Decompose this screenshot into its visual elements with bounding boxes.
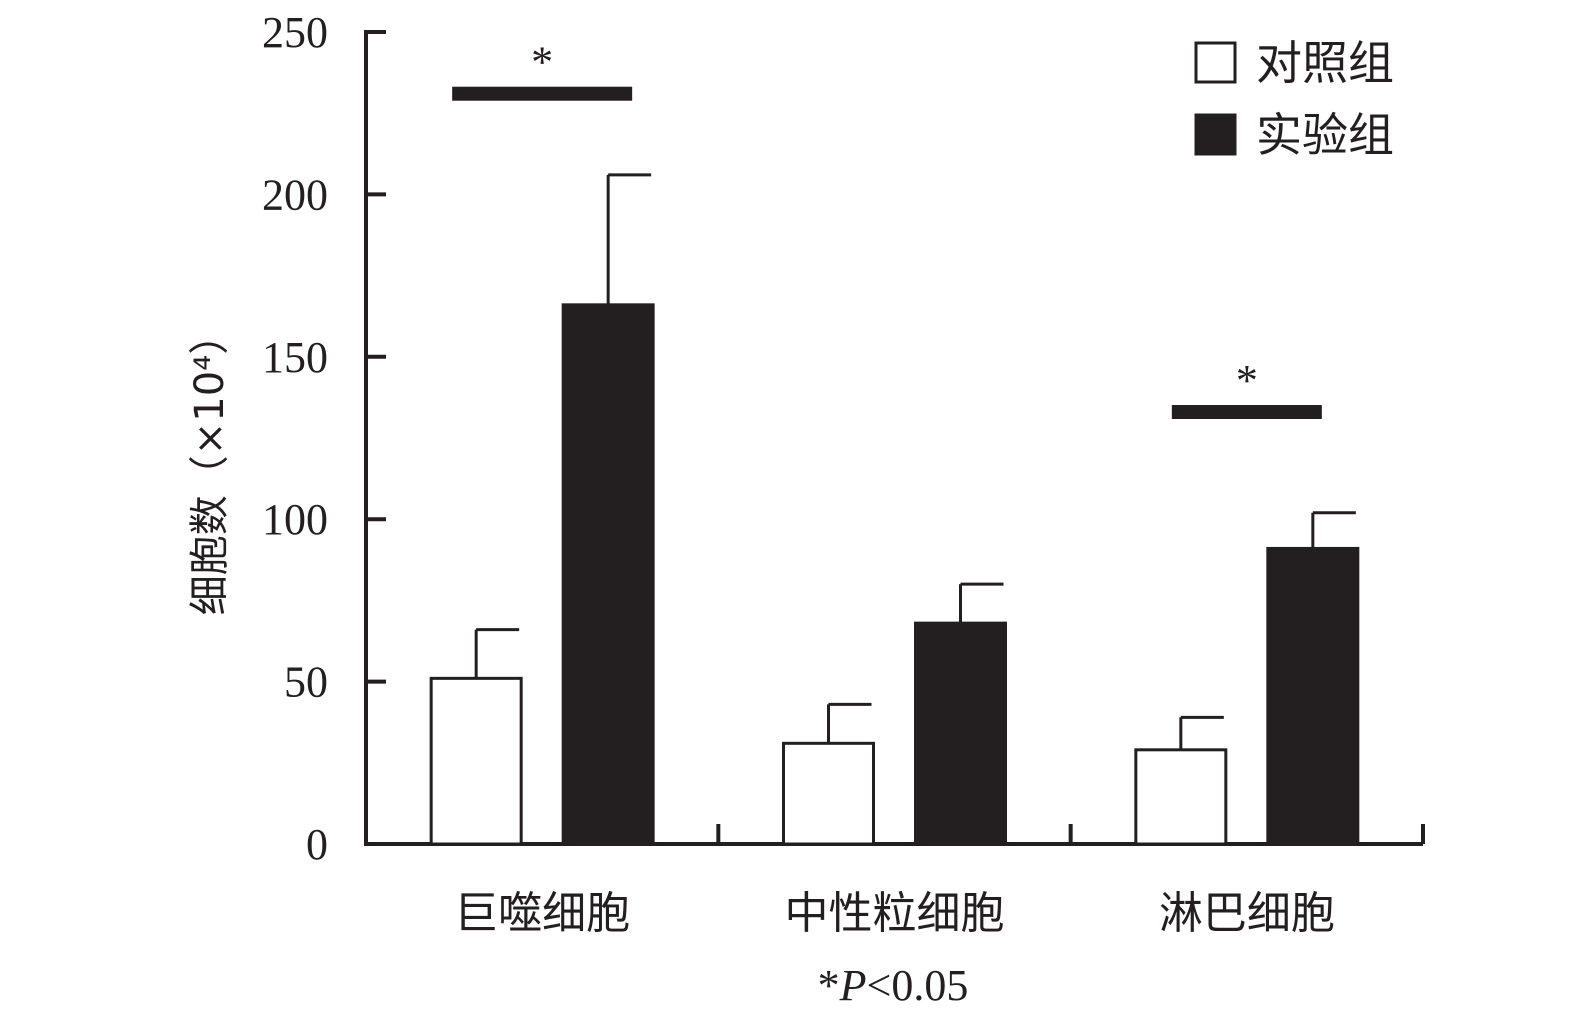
legend-label-control: 对照组 (1256, 36, 1394, 90)
y-tick-label-0: 0 (306, 820, 328, 869)
p-note-threshold: <0.05 (867, 961, 969, 1010)
significance-bar-1 (1171, 405, 1322, 420)
category-label-1: 中性粒细胞 (785, 888, 1005, 939)
significance-star-1: * (1236, 356, 1258, 405)
y-tick-label-1: 50 (284, 658, 328, 707)
y-tick-label-5: 250 (262, 8, 328, 57)
bar-2-0 (1134, 748, 1228, 846)
significance-star-0: * (531, 38, 553, 87)
significance-bar-0 (452, 86, 633, 101)
y-tick-label-2: 100 (262, 495, 328, 544)
y-tick-label-3: 150 (262, 333, 328, 382)
category-label-0: 巨噬细胞 (454, 888, 630, 939)
bar-1-1 (914, 621, 1007, 846)
error-bars (474, 173, 1356, 750)
y-axis-label: 细胞数（×10⁴） (187, 315, 233, 615)
p-value-note: *P<0.05 (818, 961, 969, 1010)
significance-markers: ** (452, 38, 1322, 420)
legend: 对照组 实验组 (1194, 36, 1394, 162)
bar-0-1 (561, 303, 655, 846)
bar-1-0 (782, 741, 875, 846)
category-labels: 巨噬细胞 中性粒细胞 淋巴细胞 (454, 888, 1335, 939)
y-tick-label-4: 200 (262, 170, 328, 219)
p-note-p: P (839, 961, 867, 1010)
category-label-2: 淋巴细胞 (1159, 888, 1335, 939)
p-note-star: * (818, 961, 840, 1010)
legend-swatch-experiment (1194, 113, 1237, 156)
bar-0-0 (429, 676, 523, 846)
axes: 0 50 100 150 200 250 (262, 8, 1425, 869)
bars (429, 303, 1360, 846)
legend-swatch-control (1194, 41, 1237, 84)
legend-label-experiment: 实验组 (1256, 108, 1394, 162)
bar-2-1 (1266, 546, 1360, 846)
